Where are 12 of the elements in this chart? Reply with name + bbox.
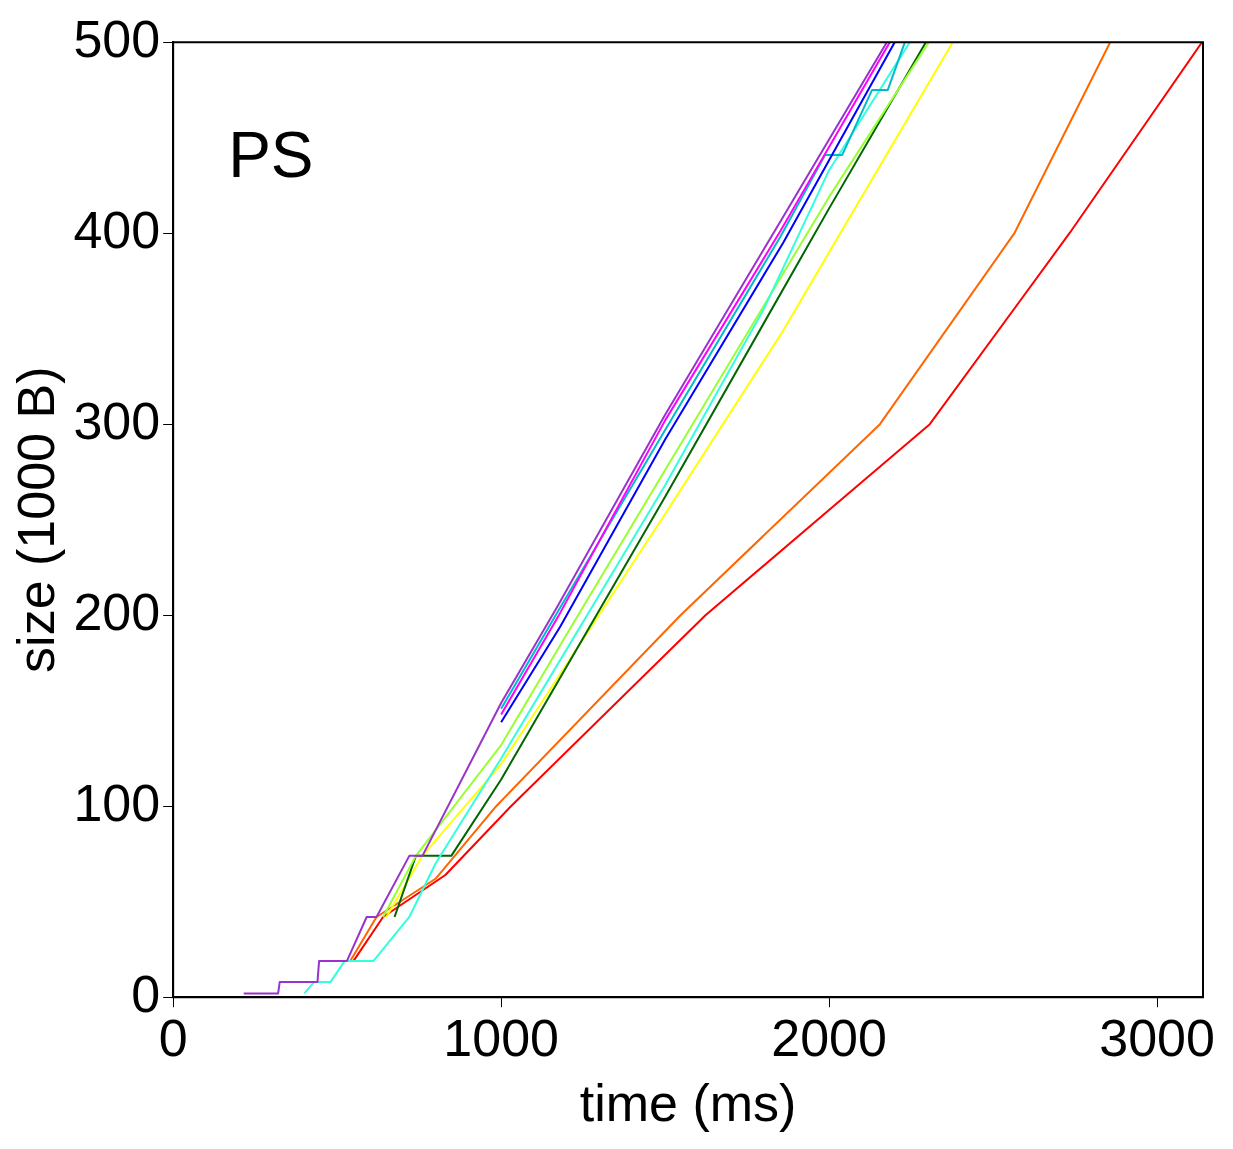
y-axis-title: size (1000 B) <box>6 366 65 673</box>
y-tick-label: 200 <box>73 582 161 641</box>
x-tick-label: 2000 <box>771 1008 887 1067</box>
annotation: PS <box>228 118 314 191</box>
y-tick-label: 100 <box>73 773 161 832</box>
y-tick-label: 0 <box>131 964 161 1023</box>
x-axis-title: time (ms) <box>579 1074 797 1133</box>
y-tick-label: 400 <box>73 200 161 259</box>
y-tick-label: 300 <box>73 391 161 450</box>
y-tick-label: 500 <box>73 9 161 68</box>
x-tick-label: 3000 <box>1099 1008 1215 1067</box>
x-tick-label: 1000 <box>443 1008 559 1067</box>
